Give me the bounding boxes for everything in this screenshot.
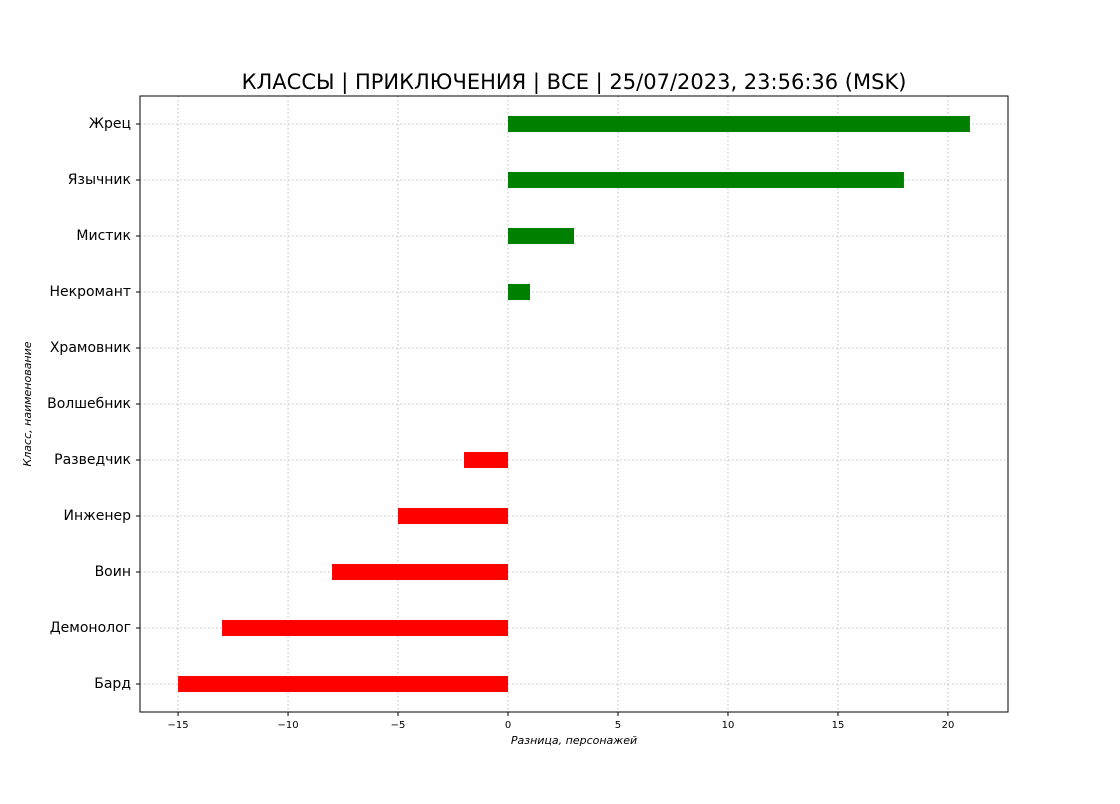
bar	[508, 284, 531, 300]
y-tick-label: Жрец	[89, 116, 131, 132]
y-tick-label: Храмовник	[50, 340, 131, 356]
bar	[178, 676, 509, 692]
y-tick-label: Воин	[95, 564, 131, 580]
y-tick-label: Волшебник	[47, 396, 131, 412]
x-tick-label: −15	[168, 720, 189, 731]
y-tick-label: Демонолог	[50, 620, 131, 636]
y-tick-label: Язычник	[68, 172, 131, 188]
tick-labels: −15 −10 −5 0 5 10 15 20 Жрец Язычник Мистик Некрома…	[47, 116, 954, 731]
x-tick-label: 15	[832, 720, 845, 731]
x-tick-label: 20	[942, 720, 955, 731]
x-tick-label: −10	[277, 720, 298, 731]
y-tick-label: Бард	[94, 676, 131, 692]
bar	[508, 228, 574, 244]
bar	[222, 620, 509, 636]
bar	[508, 116, 970, 132]
x-axis-label: Разница, персонажей	[511, 734, 637, 747]
x-tick-label: 5	[615, 720, 621, 731]
y-tick-label: Инженер	[63, 508, 131, 524]
chart-title: КЛАССЫ | ПРИКЛЮЧЕНИЯ | ВСЕ | 25/07/2023,…	[242, 70, 907, 95]
y-tick-label: Некромант	[50, 284, 132, 300]
bar	[464, 452, 509, 468]
y-axis-label: Класс, наименование	[21, 341, 34, 466]
bar	[332, 564, 509, 580]
y-tick-label: Разведчик	[54, 452, 131, 468]
y-tick-label: Мистик	[76, 228, 131, 244]
bar	[398, 508, 509, 524]
x-tick-label: 0	[505, 720, 511, 731]
x-tick-label: −5	[391, 720, 406, 731]
bar	[508, 172, 904, 188]
bars	[178, 116, 970, 692]
x-tick-label: 10	[722, 720, 735, 731]
